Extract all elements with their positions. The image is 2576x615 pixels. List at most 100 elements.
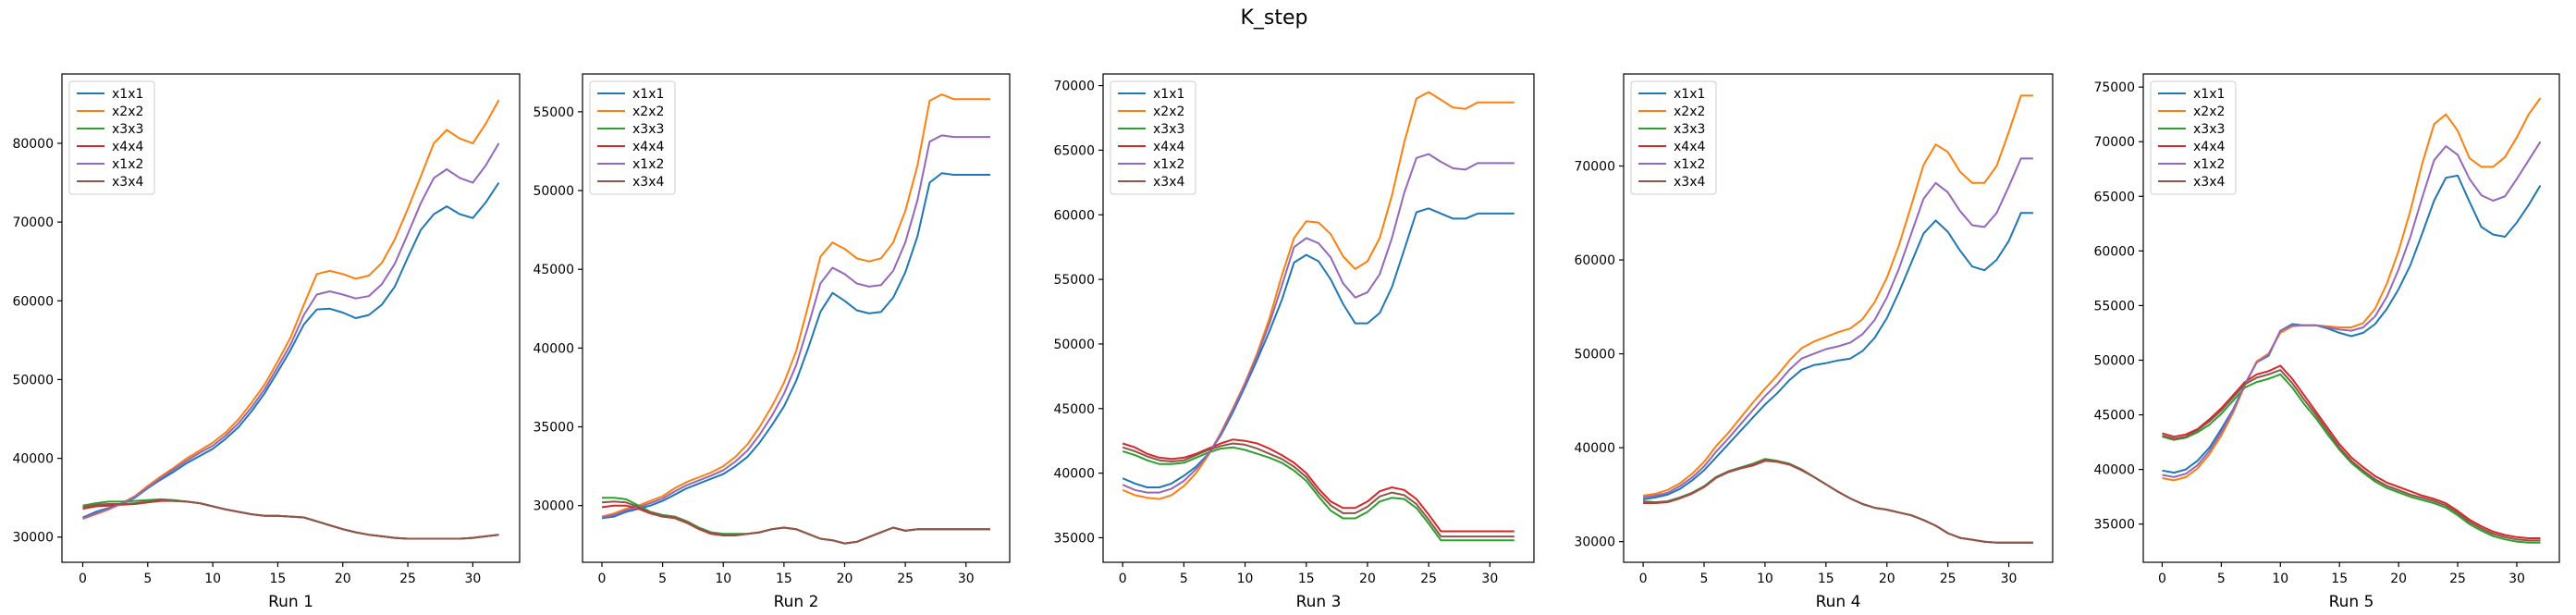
legend-label-x3x4: x3x4 (1153, 175, 1184, 190)
x-tick-label: 5 (1700, 572, 1709, 586)
legend-box (1110, 80, 1196, 195)
chart-panel-1: 0 5 10 15 20 25 30 30000 40000 50000 60000 70000 800… (12, 73, 521, 611)
x-axis-label: Run 1 (268, 593, 313, 611)
plot-frame (582, 73, 1011, 563)
y-tick-label: 60000 (12, 294, 54, 309)
y-tick-label: 40000 (2093, 463, 2135, 478)
y-tick-label: 35000 (1053, 531, 1095, 546)
plot-frame (1623, 73, 2054, 563)
x-tick-label: 30 (2509, 572, 2525, 586)
x-axis-label: Run 2 (774, 593, 819, 611)
series-line-x3x3 (2162, 373, 2541, 544)
legend-label-x2x2: x2x2 (632, 105, 664, 119)
x-tick-label: 20 (1879, 572, 1895, 586)
legend-label-x3x3: x3x3 (632, 122, 664, 137)
legend-label-x1x1: x1x1 (1674, 87, 1705, 102)
series-line-x3x4 (2162, 369, 2541, 542)
plot-frame (1102, 73, 1535, 563)
chart-panel-3: 0 5 10 15 20 25 30 35000 40000 45000 50000 55000 600… (1053, 73, 1535, 611)
legend-label-x4x4: x4x4 (2193, 140, 2225, 154)
chart-panels: 0 5 10 15 20 25 303000040000500006000070000800… (12, 73, 2560, 611)
y-tick-label: 60000 (1053, 208, 1095, 223)
series-line-x2x2 (82, 99, 500, 521)
chart-panel-5: 0 5 10 15 20 25 30 35000 40000 45000 50000 55000 600… (2093, 73, 2560, 611)
x-axis-label: Run 4 (1816, 593, 1861, 611)
x-tick-label: 5 (1180, 572, 1188, 586)
legend-label-x4x4: x4x4 (1674, 140, 1705, 154)
x-axis-label: Run 3 (1296, 593, 1342, 611)
x-tick-label: 0 (1639, 572, 1648, 586)
x-tick-label: 10 (1757, 572, 1773, 586)
y-tick-label: 30000 (12, 531, 54, 546)
series-line-x3x4 (1643, 459, 2033, 544)
y-tick-label: 45000 (533, 263, 574, 277)
y-tick-label: 70000 (1053, 80, 1095, 94)
x-tick-label: 5 (658, 572, 667, 586)
series-line-x1x1 (2162, 174, 2542, 474)
x-tick-label: 15 (1298, 572, 1315, 586)
x-tick-label: 15 (2331, 572, 2348, 586)
x-tick-label: 10 (2272, 572, 2288, 586)
series-line-x3x4 (82, 498, 499, 540)
y-tick-label: 30000 (1574, 535, 1615, 550)
x-tick-label: 25 (2449, 572, 2466, 586)
legend-label-x1x2: x1x2 (112, 157, 143, 172)
legend-label-x3x3: x3x3 (1153, 122, 1184, 137)
legend: x1x1 x2x2 x3x3 x4x4 x1x2 x3x4 (2150, 80, 2237, 195)
legend-box (1630, 80, 1717, 195)
legend-label-x2x2: x2x2 (2193, 105, 2225, 119)
x-tick-label: 25 (399, 572, 416, 586)
legend-box (2150, 80, 2237, 195)
x-axis-label: Run 5 (2329, 593, 2374, 611)
y-tick-label: 35000 (2093, 518, 2135, 533)
legend-label-x1x2: x1x2 (1153, 157, 1184, 172)
legend-label-x1x1: x1x1 (112, 87, 143, 102)
legend-label-x1x2: x1x2 (1674, 157, 1705, 172)
y-tick-label: 65000 (1053, 143, 1095, 158)
legend-label-x2x2: x2x2 (112, 105, 143, 119)
legend: x1x1 x2x2 x3x3 x4x4 x1x2 x3x4 (589, 80, 676, 195)
legend-label-x3x4: x3x4 (632, 175, 664, 190)
x-tick-label: 15 (776, 572, 792, 586)
x-tick-label: 25 (897, 572, 914, 586)
legend: x1x1 x2x2 x3x3 x4x4 x1x2 x3x4 (1110, 80, 1196, 195)
legend: x1x1 x2x2 x3x3 x4x4 x1x2 x3x4 (68, 80, 155, 195)
x-tick-label: 20 (335, 572, 351, 586)
y-tick-label: 75000 (2093, 80, 2135, 95)
y-tick-label: 50000 (533, 184, 574, 199)
x-tick-label: 10 (204, 572, 221, 586)
series-line-x2x2 (1642, 94, 2033, 497)
y-tick-label: 55000 (1053, 273, 1095, 288)
x-tick-label: 30 (1481, 572, 1498, 586)
series-line-x1x1 (1122, 207, 1515, 488)
y-tick-label: 45000 (2093, 409, 2135, 424)
legend-label-x4x4: x4x4 (1153, 140, 1184, 154)
chart-panel-2: 0 5 10 15 20 25 30 30000 35000 40000 45000 50000 550… (533, 73, 1011, 611)
series-line-x4x4 (2162, 364, 2541, 539)
plot-frame (61, 73, 521, 563)
y-tick-label: 45000 (1053, 402, 1095, 417)
series-line-x3x4 (601, 500, 990, 545)
y-tick-label: 50000 (12, 373, 54, 387)
y-tick-label: 50000 (1574, 348, 1615, 363)
series-line-x1x2 (82, 142, 500, 520)
series-line-x1x1 (1642, 212, 2033, 500)
y-tick-label: 30000 (533, 499, 574, 514)
x-tick-label: 25 (1420, 572, 1437, 586)
series-line-x4x4 (1122, 438, 1515, 533)
x-tick-label: 15 (270, 572, 287, 586)
series-line-x1x2 (1122, 153, 1515, 494)
legend-label-x1x1: x1x1 (2193, 87, 2225, 102)
x-tick-label: 0 (1119, 572, 1127, 586)
x-tick-label: 0 (79, 572, 87, 586)
x-tick-label: 25 (1940, 572, 1957, 586)
legend-label-x1x1: x1x1 (632, 87, 664, 102)
y-tick-label: 35000 (533, 421, 574, 436)
legend-label-x1x2: x1x2 (2193, 157, 2225, 172)
x-tick-label: 0 (2158, 572, 2166, 586)
legend-label-x1x1: x1x1 (1153, 87, 1184, 102)
x-tick-label: 20 (837, 572, 853, 586)
y-tick-label: 65000 (2093, 190, 2135, 204)
x-tick-label: 5 (143, 572, 152, 586)
legend-label-x3x4: x3x4 (112, 175, 143, 190)
